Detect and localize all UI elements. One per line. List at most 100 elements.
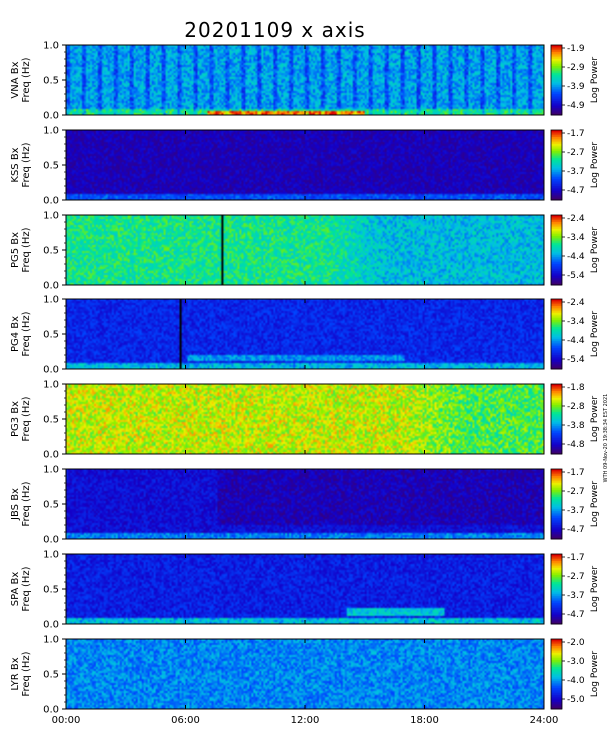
y-tick-label: 0.0: [43, 620, 59, 631]
x-tick-label: 24:00: [530, 715, 559, 726]
colorbar-segment: [551, 335, 562, 338]
colorbar-segment: [551, 483, 562, 486]
colorbar-segment: [551, 555, 562, 558]
colorbar-segment: [551, 597, 562, 600]
colorbar-segment: [551, 269, 562, 272]
colorbar-segment: [551, 640, 562, 643]
colorbar-tick-label: -1.8: [567, 383, 585, 393]
colorbar-segment: [551, 88, 562, 91]
colorbar-segment: [551, 265, 562, 268]
y-tick-label: 0.0: [43, 450, 59, 461]
colorbar-segment: [551, 639, 562, 642]
colorbar-segment: [551, 481, 562, 484]
colorbar-segment: [551, 111, 562, 114]
colorbar-segment: [551, 318, 562, 321]
colorbar-segment: [551, 194, 562, 197]
colorbar-segment: [551, 104, 562, 107]
colorbar-segment: [551, 109, 562, 112]
colorbar-segment: [551, 554, 562, 557]
y-tick-label: 0.0: [43, 365, 59, 376]
colorbar-segment: [551, 87, 562, 90]
colorbar-label: Log Power: [590, 57, 600, 103]
colorbar-segment: [551, 154, 562, 157]
colorbar-segment: [551, 62, 562, 65]
colorbar-segment: [551, 493, 562, 496]
colorbar-segment: [551, 576, 562, 579]
colorbar-segment: [551, 429, 562, 432]
colorbar-segment: [551, 396, 562, 399]
x-tick-label: 06:00: [171, 715, 200, 726]
colorbar-segment: [551, 283, 562, 286]
colorbar-segment: [551, 272, 562, 275]
colorbar-segment: [551, 413, 562, 416]
colorbar-segment: [551, 255, 562, 258]
y-tick-label: 1.0: [43, 635, 59, 646]
colorbar-segment: [551, 580, 562, 583]
colorbar-tick-label: -5.4: [567, 355, 585, 365]
colorbar-segment: [551, 532, 562, 535]
colorbar-segment: [551, 519, 562, 522]
colorbar-segment: [551, 505, 562, 508]
colorbar-segment: [551, 241, 562, 244]
colorbar-segment: [551, 497, 562, 500]
colorbar-segment: [551, 321, 562, 324]
spectrogram-image: [66, 554, 544, 624]
y-tick-label: 1.0: [43, 211, 59, 222]
colorbar-segment: [551, 592, 562, 595]
colorbar-segment: [551, 365, 562, 368]
colorbar-segment: [551, 651, 562, 654]
colorbar-segment: [551, 278, 562, 281]
colorbar-segment: [551, 589, 562, 592]
colorbar-segment: [551, 521, 562, 524]
x-tick-label: 18:00: [410, 715, 439, 726]
colorbar-segment: [551, 264, 562, 267]
colorbar: -2.4 -3.4 -4.4 -5.4 Log Power: [550, 214, 600, 286]
colorbar-segment: [551, 498, 562, 501]
colorbar-segment: [551, 323, 562, 326]
colorbar-segment: [551, 403, 562, 406]
colorbar-segment: [551, 175, 562, 178]
spectrogram-image: [66, 299, 544, 369]
colorbar: -1.7 -2.7 -3.7 -4.7 Log Power: [550, 468, 600, 540]
colorbar-segment: [551, 502, 562, 505]
colorbar-segment: [551, 670, 562, 673]
colorbar-segment: [551, 608, 562, 611]
colorbar-segment: [551, 137, 562, 140]
colorbar-tick-label: -2.7: [567, 148, 585, 158]
colorbar-segment: [551, 412, 562, 415]
colorbar-segment: [551, 448, 562, 451]
colorbar-segment: [551, 424, 562, 427]
colorbar-segment: [551, 384, 562, 387]
colorbar-tick-label: -1.7: [567, 553, 585, 563]
colorbar-segment: [551, 587, 562, 590]
colorbar-tick-label: -3.7: [567, 506, 585, 516]
colorbar-segment: [551, 433, 562, 436]
colorbar-segment: [551, 334, 562, 337]
colorbar-segment: [551, 583, 562, 586]
y-tick-label: 1.0: [43, 465, 59, 476]
colorbar-segment: [551, 362, 562, 365]
colorbar-segment: [551, 223, 562, 226]
colorbar-segment: [551, 663, 562, 666]
colorbar-segment: [551, 172, 562, 175]
colorbar-frame: [550, 638, 563, 710]
colorbar-segment: [551, 101, 562, 104]
colorbar-segment: [551, 447, 562, 450]
colorbar-segment: [551, 389, 562, 392]
colorbar: -1.7 -2.7 -3.7 -4.7 Log Power: [550, 553, 600, 625]
colorbar-tick-label: -2.4: [567, 298, 585, 308]
colorbar-segment: [551, 500, 562, 503]
colorbar-segment: [551, 703, 562, 706]
y-axis-label: KSS BxFreq (Hz): [10, 142, 32, 187]
colorbar-segment: [551, 696, 562, 699]
colorbar-segment: [551, 525, 562, 528]
colorbar-segment: [551, 582, 562, 585]
colorbar-segment: [551, 405, 562, 408]
colorbar-segment: [551, 533, 562, 536]
y-tick-label: 0.5: [43, 415, 59, 426]
colorbar-tick-label: -4.9: [567, 101, 585, 111]
colorbar-segment: [551, 351, 562, 354]
colorbar-segment: [551, 504, 562, 507]
colorbar-segment: [551, 557, 562, 560]
